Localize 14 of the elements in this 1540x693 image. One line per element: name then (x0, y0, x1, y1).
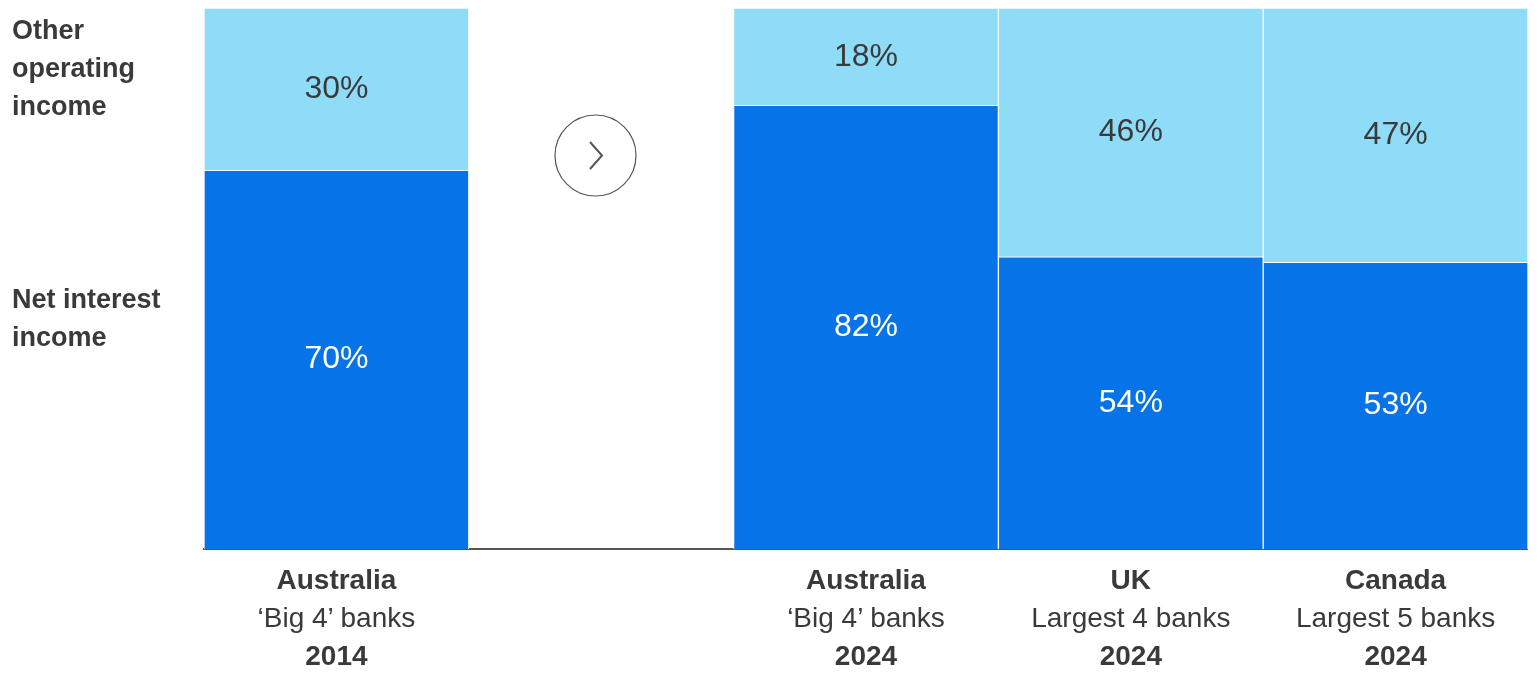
x-tick-label: UK Largest 4 banks 2024 (1031, 563, 1231, 671)
data-label: 54% (1098, 382, 1163, 419)
data-label: 70% (304, 339, 369, 376)
data-label: 46% (1098, 112, 1163, 149)
x-tick-label: Australia ‘Big 4’ banks 2014 (257, 563, 416, 671)
data-label: 53% (1363, 385, 1428, 422)
x-tick-label: Canada Largest 5 banks 2024 (1295, 563, 1496, 671)
data-label: 30% (304, 68, 369, 105)
data-label: 18% (833, 36, 899, 73)
data-label: 47% (1363, 114, 1428, 151)
series-label: Net interest income (12, 284, 161, 353)
data-label: 82% (833, 307, 899, 344)
x-tick-label: Australia ‘Big 4’ banks 2024 (787, 563, 945, 671)
text: Other operating income (12, 15, 136, 122)
